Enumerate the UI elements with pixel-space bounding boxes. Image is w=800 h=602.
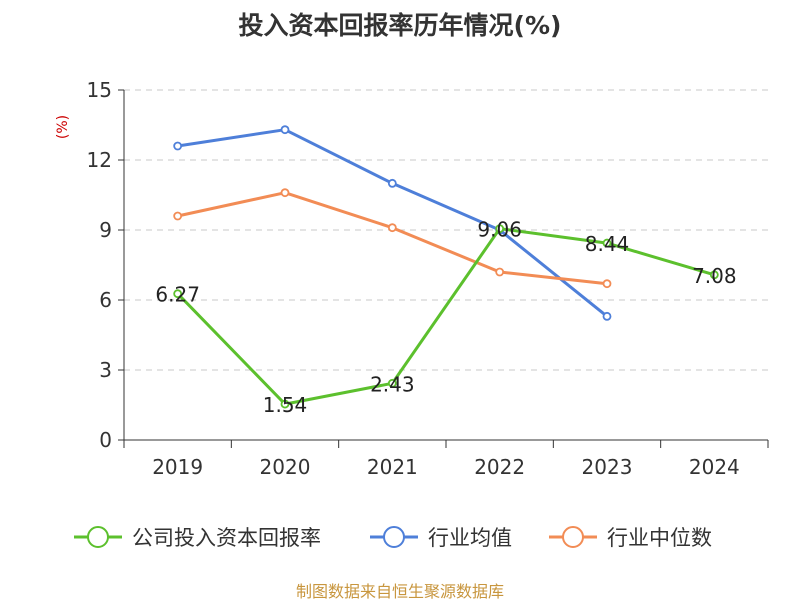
data-source-note: 制图数据来自恒生聚源数据库 [295,582,504,601]
data-point [495,267,505,277]
data-point [173,211,183,221]
y-tick-label: 0 [99,428,112,452]
chart-title: 投入资本回报率历年情况(%) [238,11,562,40]
data-point [280,399,290,409]
x-tick-label: 2020 [260,455,311,479]
data-point [387,178,397,188]
data-label: 1.54 [263,393,308,417]
data-point [387,378,397,388]
y-tick-label: 9 [99,218,112,242]
data-point [280,125,290,135]
series-line [176,191,609,286]
data-label: 2.43 [370,372,415,396]
series-lines [173,125,719,409]
data-point [173,141,183,151]
data-label: 9.06 [477,218,522,242]
data-point [602,238,612,248]
x-tick-label: 2021 [367,455,418,479]
data-point [173,289,183,299]
axes: 0 3 6 9 12 15 2019 2020 2021 2022 2023 2024 [87,78,769,479]
data-point [602,279,612,289]
data-label: 8.44 [585,232,630,256]
legend: 公司投入资本回报率 行业均值 行业中位数 [74,526,712,550]
legend-label: 行业均值 [428,526,512,550]
y-tick-label: 3 [99,358,112,382]
y-tick-label: 6 [99,288,112,312]
legend-marker [87,526,109,548]
y-tick-label: 12 [87,148,112,172]
series-line [176,227,716,406]
series-line [176,128,609,318]
x-tick-label: 2024 [689,455,740,479]
data-point [387,223,397,233]
legend-marker [383,526,405,548]
legend-label: 行业中位数 [607,526,712,550]
legend-label: 公司投入资本回报率 [132,526,321,550]
data-label: 6.27 [155,283,200,307]
legend-marker [562,526,584,548]
data-point [280,188,290,198]
data-point [495,224,505,234]
y-tick-label: 15 [87,78,112,102]
gridlines [124,89,768,371]
x-tick-label: 2019 [152,455,203,479]
data-labels: 6.27 1.54 2.43 9.06 8.44 7.08 [155,218,736,417]
x-tick-label: 2022 [474,455,525,479]
data-label: 7.08 [692,264,737,288]
data-point [709,270,719,280]
x-tick-label: 2023 [582,455,633,479]
y-axis-label: (%) [55,115,71,139]
data-point [602,311,612,321]
